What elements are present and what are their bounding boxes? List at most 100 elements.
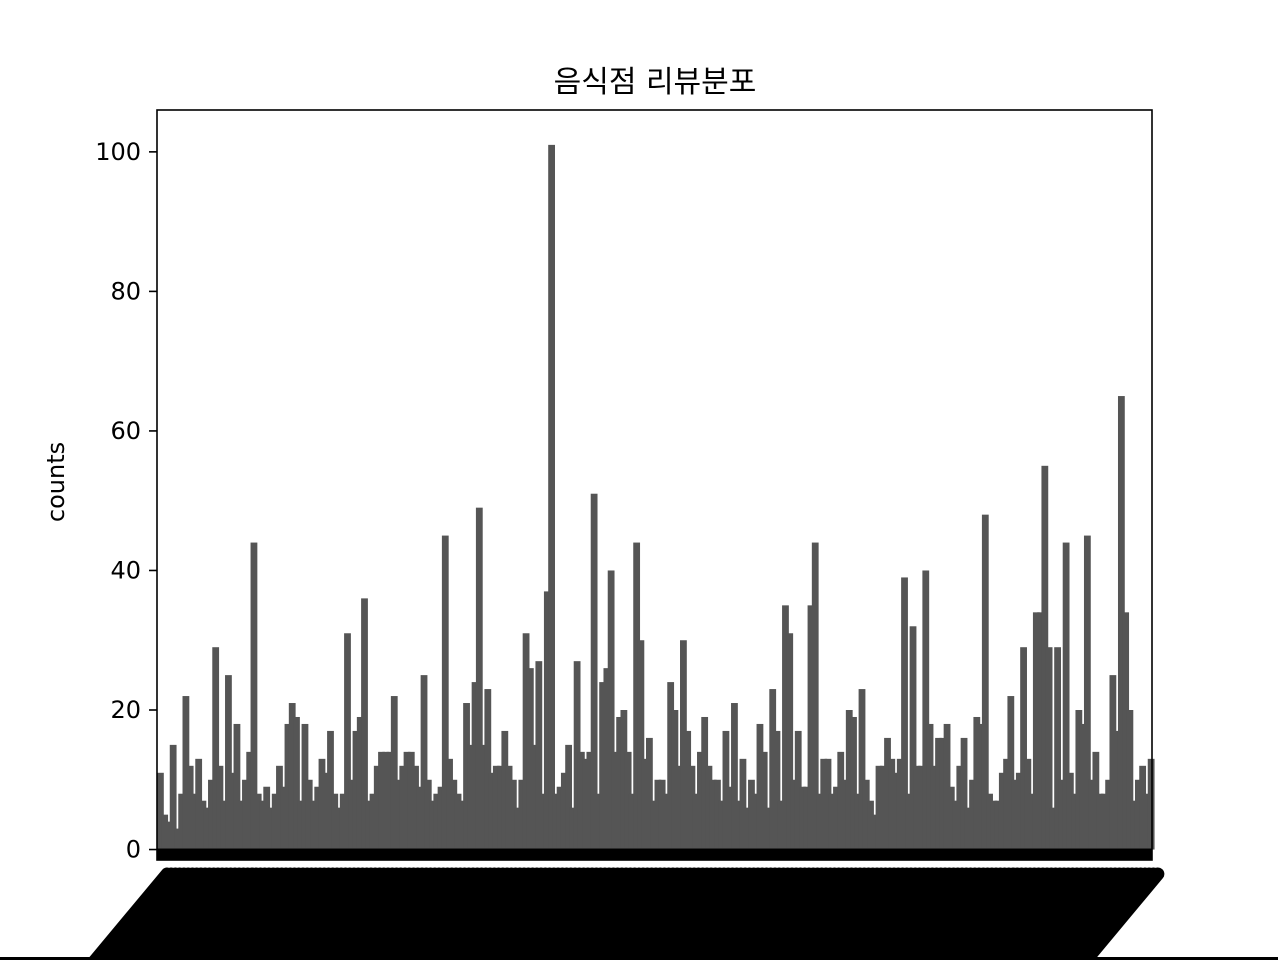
bar [952, 800, 959, 850]
bar [1024, 758, 1032, 850]
bar [1096, 793, 1104, 850]
bar [628, 793, 636, 850]
bar [782, 605, 789, 850]
bar [492, 765, 500, 850]
bar [429, 800, 436, 850]
bar [361, 598, 368, 850]
bar [709, 779, 717, 850]
bar [726, 786, 734, 850]
bar [590, 493, 598, 850]
bar [254, 793, 262, 850]
bar [1130, 800, 1138, 850]
bar [259, 800, 266, 850]
bar [943, 723, 951, 850]
bar [458, 800, 466, 850]
bar [896, 758, 904, 850]
bar [1020, 647, 1027, 850]
bar [390, 696, 398, 850]
bar [603, 668, 611, 850]
bar [416, 786, 424, 850]
bar [743, 807, 751, 850]
bar [293, 716, 300, 850]
bar [1109, 675, 1117, 850]
bar [956, 765, 964, 850]
bar [327, 730, 334, 850]
bar [407, 751, 415, 850]
zero-baseline-band [157, 848, 1152, 860]
bar [480, 744, 487, 850]
bar [739, 758, 747, 850]
bar [1113, 730, 1121, 850]
bar [1147, 758, 1155, 850]
bar [786, 633, 794, 850]
bar [484, 689, 492, 850]
bar [386, 751, 394, 850]
bar [594, 793, 602, 850]
bar [169, 744, 177, 850]
bar [862, 779, 870, 850]
bar [837, 751, 845, 850]
bar [833, 786, 840, 850]
bar [203, 807, 211, 850]
bar [522, 633, 530, 850]
chart-title: 음식점 리뷰분포 [554, 65, 757, 100]
bar [378, 751, 385, 850]
bar [930, 765, 938, 850]
bar [518, 779, 526, 850]
bar [850, 716, 857, 850]
bar [773, 730, 781, 850]
bar [884, 737, 891, 850]
bar [186, 765, 194, 850]
bar [718, 800, 726, 850]
bar [1092, 751, 1100, 850]
bar [1007, 696, 1015, 850]
bar [344, 633, 351, 850]
bar [986, 793, 993, 850]
bar [488, 772, 496, 850]
bar [475, 507, 483, 850]
bar [1105, 779, 1113, 850]
bar [1028, 793, 1036, 850]
bar [624, 751, 632, 850]
bar [1117, 396, 1125, 850]
bar [471, 682, 479, 850]
bar [1062, 542, 1070, 850]
bar [658, 779, 666, 850]
bar [565, 744, 573, 850]
bar [1079, 723, 1087, 850]
bar [1126, 710, 1134, 850]
bar [433, 793, 441, 850]
bar [212, 647, 220, 850]
y-axis: 0 20 40 60 80 100 [95, 138, 157, 864]
bar [1139, 765, 1147, 850]
bar [233, 723, 241, 850]
bar [586, 751, 594, 850]
bar [505, 765, 513, 850]
bar [573, 661, 581, 850]
bar [922, 570, 930, 850]
bar [867, 800, 874, 850]
bar [769, 689, 777, 850]
bar [777, 800, 785, 850]
bar [441, 535, 449, 850]
y-tick-label: 20 [110, 696, 141, 724]
bar [412, 765, 419, 850]
bar [752, 793, 760, 850]
bar [722, 730, 730, 850]
bar [845, 710, 853, 850]
bar [913, 765, 921, 850]
bar [1037, 612, 1044, 850]
plot-frame [156, 109, 1153, 861]
bar [760, 751, 768, 850]
bar [267, 807, 275, 850]
bar [352, 730, 360, 850]
bar [684, 730, 692, 850]
bar [1100, 793, 1108, 850]
bar [1045, 647, 1053, 850]
bar [1143, 793, 1151, 850]
bar [305, 779, 313, 850]
bar [1054, 647, 1061, 850]
y-tick-label: 80 [110, 277, 141, 305]
bar [297, 800, 305, 850]
